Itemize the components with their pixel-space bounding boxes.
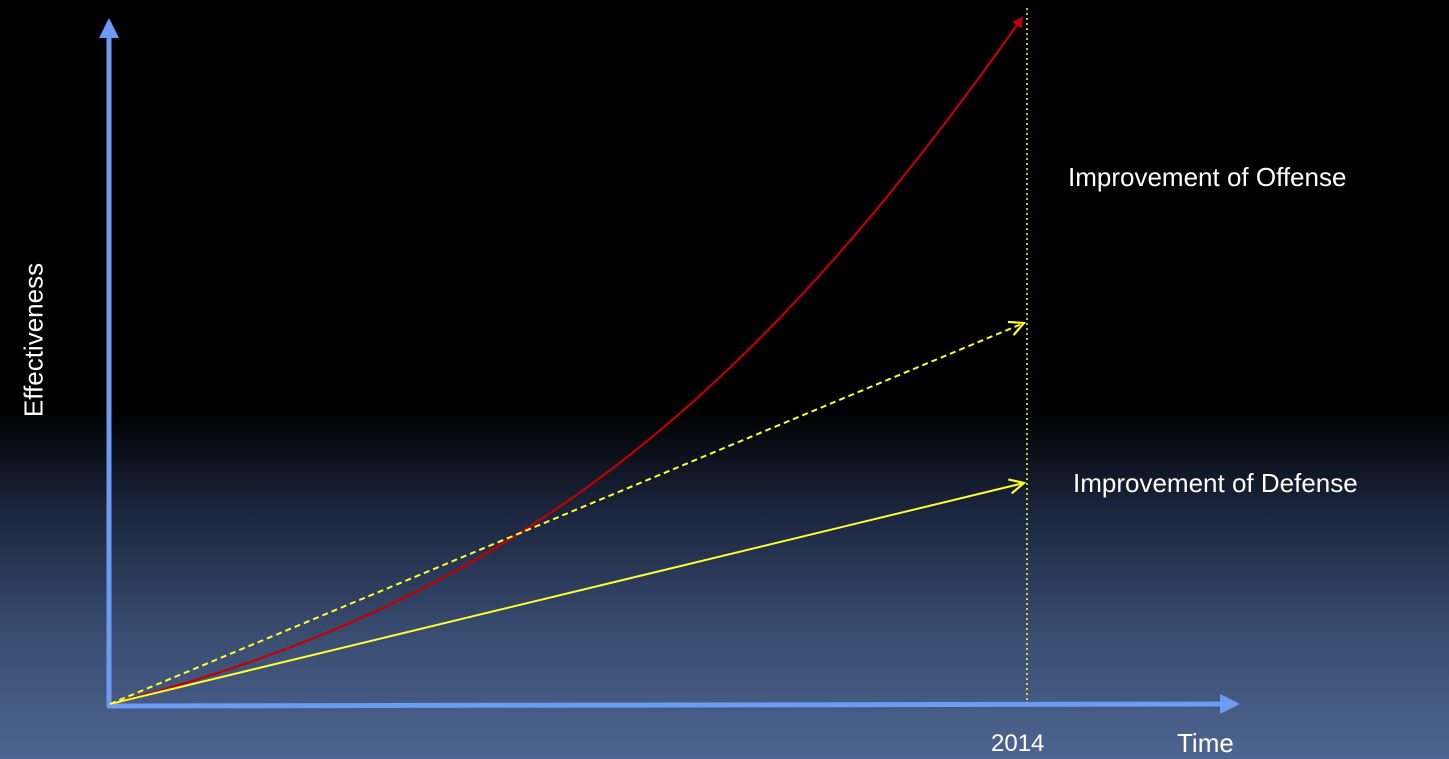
x-axis <box>106 694 1240 715</box>
defense-label: Improvement of Defense <box>1073 468 1358 498</box>
offense-curve <box>109 16 1024 706</box>
year-label: 2014 <box>991 730 1045 757</box>
y-axis-label: Effectiveness <box>18 262 49 418</box>
offense-label: Improvement of Offense <box>1068 162 1347 192</box>
x-axis-label: Time <box>1177 728 1234 758</box>
projection-line <box>109 323 1024 705</box>
defense-line <box>109 483 1024 705</box>
